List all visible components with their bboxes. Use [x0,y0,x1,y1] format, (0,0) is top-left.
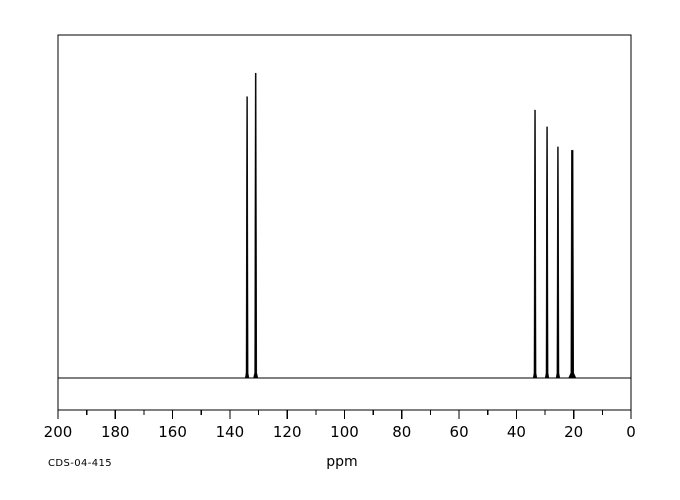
x-tick-label: 40 [507,423,526,441]
x-tick-label: 100 [330,423,359,441]
x-tick-label: 20 [564,423,583,441]
x-tick-label: 200 [44,423,73,441]
plot-frame [57,34,632,411]
x-tick-label: 140 [216,423,245,441]
sample-code-label: CDS-04-415 [48,458,112,469]
axis-tick-labels: 200 180 160 140 120 100 80 60 40 20 0 [44,423,636,441]
x-tick-label: 0 [626,423,636,441]
axis-ticks [57,410,632,419]
peak-traces [244,72,577,379]
x-tick-label: 180 [101,423,130,441]
x-tick-label: 80 [392,423,411,441]
x-tick-label: 60 [450,423,469,441]
x-tick-label: 120 [273,423,302,441]
x-tick-label: 160 [158,423,187,441]
x-axis-title: ppm [326,454,357,470]
